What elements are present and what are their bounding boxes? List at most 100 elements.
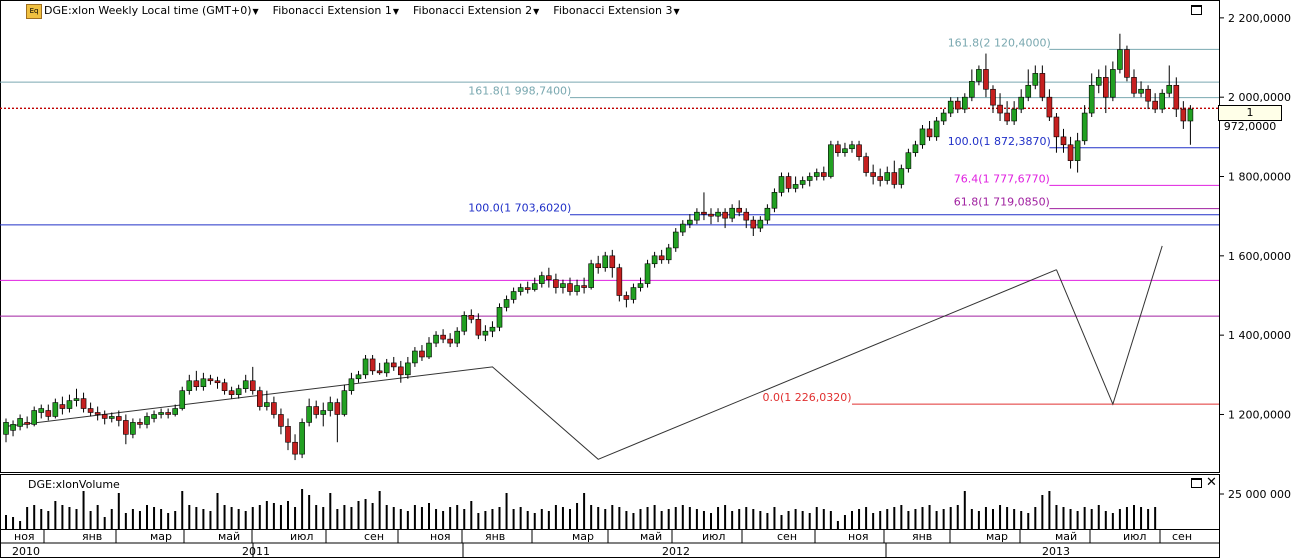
candle-body xyxy=(334,402,341,415)
candle xyxy=(376,362,383,375)
month-label: сен xyxy=(364,530,384,543)
candle xyxy=(123,414,129,445)
indicator-fib-ext-3[interactable]: Fibonacci Extension 3▼ xyxy=(553,3,680,17)
candle xyxy=(94,406,101,421)
candle-body xyxy=(193,380,200,388)
candle xyxy=(285,418,291,451)
candle-body xyxy=(553,279,559,288)
candle xyxy=(792,176,799,193)
candle xyxy=(1110,61,1116,102)
candle xyxy=(877,168,884,187)
candle xyxy=(59,396,66,415)
candle-body xyxy=(426,342,432,358)
candle xyxy=(524,281,531,294)
candle xyxy=(108,412,115,423)
candle-body xyxy=(376,370,383,374)
candle-body xyxy=(221,382,228,391)
candle-body xyxy=(560,283,566,288)
chevron-down-icon: ▼ xyxy=(252,6,259,16)
candle xyxy=(813,168,820,181)
candle-body xyxy=(1004,112,1010,122)
candle-body xyxy=(151,414,157,419)
candle xyxy=(856,140,862,161)
candle-body xyxy=(891,172,898,185)
candle-body xyxy=(609,255,616,269)
candle xyxy=(785,172,792,193)
candle xyxy=(1088,73,1095,118)
candle-body xyxy=(743,211,750,221)
candle xyxy=(207,374,214,385)
candle xyxy=(609,249,616,278)
candle-body xyxy=(130,422,136,435)
candle xyxy=(637,277,644,292)
month-label: июл xyxy=(290,530,313,543)
candle xyxy=(1053,113,1060,153)
candle-body xyxy=(59,404,66,409)
candle xyxy=(242,374,249,393)
fib-level-label: 161.8(2 120,4000) xyxy=(948,36,1051,49)
candle xyxy=(1138,81,1144,98)
candle-body xyxy=(313,406,320,415)
candle-body xyxy=(658,255,665,261)
month-label: мар xyxy=(572,530,594,543)
candle-body xyxy=(616,267,623,296)
month-label: мар xyxy=(986,530,1008,543)
candle-body xyxy=(813,172,820,177)
candle-body xyxy=(947,100,954,114)
candle xyxy=(715,208,721,223)
candle xyxy=(567,277,573,296)
candle-body xyxy=(1173,84,1180,110)
candle-body xyxy=(722,211,728,219)
candle xyxy=(708,208,714,225)
candle xyxy=(687,214,693,229)
indicator-fib-ext-2[interactable]: Fibonacci Extension 2▼ xyxy=(412,3,540,17)
candle-body xyxy=(778,176,785,193)
candle xyxy=(101,410,108,425)
candle xyxy=(73,388,80,407)
candle xyxy=(1011,101,1017,125)
candle-body xyxy=(546,275,552,280)
candle xyxy=(3,418,9,443)
candle xyxy=(186,374,193,395)
fib-level-label: 100.0(1 872,3870) xyxy=(948,135,1051,148)
maximize-price-panel-button[interactable] xyxy=(1191,5,1202,15)
candle xyxy=(38,404,45,419)
candle-body xyxy=(644,263,651,284)
candle-body xyxy=(172,408,178,415)
candle-body xyxy=(517,287,524,292)
candle-body xyxy=(538,275,545,284)
equity-icon[interactable]: Eq xyxy=(26,4,42,19)
candle-body xyxy=(792,184,799,189)
candle-body xyxy=(327,402,334,411)
volume-axis-label: 25 000 000 xyxy=(1228,488,1291,501)
month-label: май xyxy=(1055,530,1077,543)
candle xyxy=(1173,77,1180,118)
candle-body xyxy=(983,69,989,90)
candle-body xyxy=(264,402,270,407)
candle xyxy=(736,200,743,217)
month-label: сен xyxy=(1172,530,1192,543)
close-volume-panel-button[interactable]: ✕ xyxy=(1206,475,1217,490)
month-label: янв xyxy=(82,530,102,543)
candle xyxy=(87,402,94,417)
candle xyxy=(926,120,933,141)
maximize-volume-panel-button[interactable] xyxy=(1191,478,1202,488)
candle-body xyxy=(179,390,186,409)
candle-body xyxy=(31,410,38,425)
candle-body xyxy=(665,247,672,261)
symbol-selector[interactable]: DGE:xlon Weekly Local time (GMT+0)▼ xyxy=(44,3,259,17)
candle xyxy=(249,366,256,395)
candle-body xyxy=(856,144,862,157)
candle xyxy=(799,176,806,189)
candle xyxy=(52,398,59,419)
candle-body xyxy=(1018,96,1025,110)
candle-body xyxy=(45,410,52,417)
indicator-fib-ext-1[interactable]: Fibonacci Extension 1▼ xyxy=(272,3,399,17)
candle-body xyxy=(433,334,439,344)
candle xyxy=(863,152,869,177)
candle-body xyxy=(820,172,827,177)
month-label: сен xyxy=(777,530,797,543)
candle xyxy=(806,172,813,187)
candle-body xyxy=(87,408,94,413)
